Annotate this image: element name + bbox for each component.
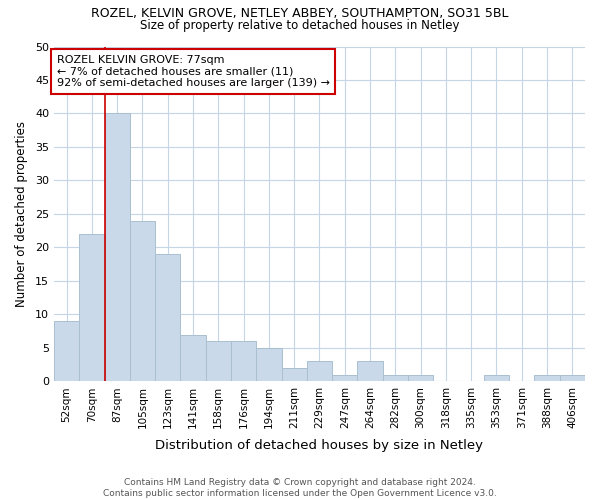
Bar	[155, 254, 181, 382]
Bar	[484, 374, 509, 382]
Text: Size of property relative to detached houses in Netley: Size of property relative to detached ho…	[140, 18, 460, 32]
X-axis label: Distribution of detached houses by size in Netley: Distribution of detached houses by size …	[155, 440, 484, 452]
Bar	[181, 334, 206, 382]
Text: ROZEL KELVIN GROVE: 77sqm
← 7% of detached houses are smaller (11)
92% of semi-d: ROZEL KELVIN GROVE: 77sqm ← 7% of detach…	[56, 55, 329, 88]
Bar	[206, 341, 231, 382]
Bar	[256, 348, 281, 382]
Bar	[54, 321, 79, 382]
Text: ROZEL, KELVIN GROVE, NETLEY ABBEY, SOUTHAMPTON, SO31 5BL: ROZEL, KELVIN GROVE, NETLEY ABBEY, SOUTH…	[91, 8, 509, 20]
Bar	[79, 234, 104, 382]
Bar	[130, 220, 155, 382]
Bar	[560, 374, 585, 382]
Y-axis label: Number of detached properties: Number of detached properties	[15, 121, 28, 307]
Bar	[358, 362, 383, 382]
Bar	[104, 114, 130, 382]
Bar	[307, 362, 332, 382]
Text: Contains HM Land Registry data © Crown copyright and database right 2024.
Contai: Contains HM Land Registry data © Crown c…	[103, 478, 497, 498]
Bar	[231, 341, 256, 382]
Bar	[535, 374, 560, 382]
Bar	[281, 368, 307, 382]
Bar	[383, 374, 408, 382]
Bar	[332, 374, 358, 382]
Bar	[408, 374, 433, 382]
